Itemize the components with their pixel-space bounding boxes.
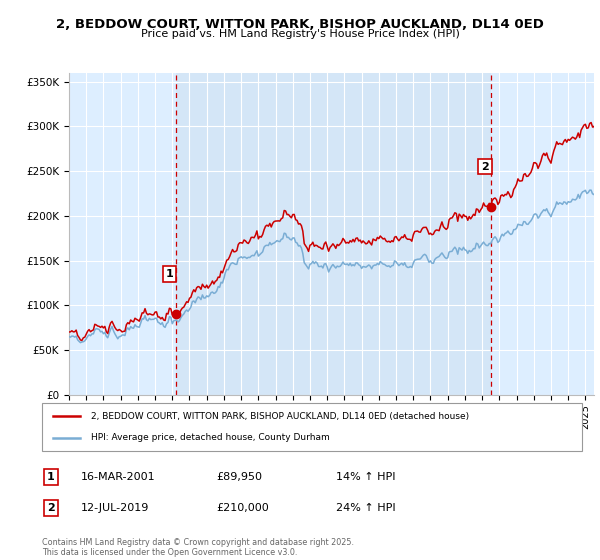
Text: 16-MAR-2001: 16-MAR-2001 — [81, 472, 155, 482]
Text: £89,950: £89,950 — [216, 472, 262, 482]
Text: 2: 2 — [481, 162, 489, 172]
Text: 1: 1 — [47, 472, 55, 482]
Text: 24% ↑ HPI: 24% ↑ HPI — [336, 503, 395, 513]
Text: 14% ↑ HPI: 14% ↑ HPI — [336, 472, 395, 482]
Text: Contains HM Land Registry data © Crown copyright and database right 2025.
This d: Contains HM Land Registry data © Crown c… — [42, 538, 354, 557]
Text: HPI: Average price, detached house, County Durham: HPI: Average price, detached house, Coun… — [91, 433, 329, 442]
FancyBboxPatch shape — [42, 403, 582, 451]
Text: 12-JUL-2019: 12-JUL-2019 — [81, 503, 149, 513]
Text: 2: 2 — [47, 503, 55, 513]
Text: Price paid vs. HM Land Registry's House Price Index (HPI): Price paid vs. HM Land Registry's House … — [140, 29, 460, 39]
Text: 1: 1 — [166, 269, 173, 279]
Text: 2, BEDDOW COURT, WITTON PARK, BISHOP AUCKLAND, DL14 0ED (detached house): 2, BEDDOW COURT, WITTON PARK, BISHOP AUC… — [91, 412, 469, 421]
Bar — [176, 73, 491, 395]
Text: £210,000: £210,000 — [216, 503, 269, 513]
Text: 2, BEDDOW COURT, WITTON PARK, BISHOP AUCKLAND, DL14 0ED: 2, BEDDOW COURT, WITTON PARK, BISHOP AUC… — [56, 18, 544, 31]
